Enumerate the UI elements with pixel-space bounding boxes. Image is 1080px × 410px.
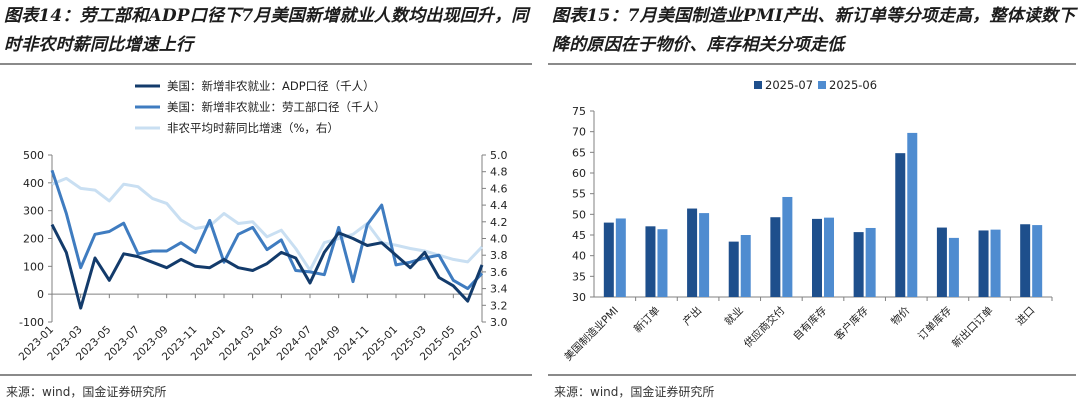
category-label: 供应商交付	[741, 304, 787, 350]
left-y-tick-label: 200	[23, 233, 44, 246]
y-tick-label: 60	[572, 167, 586, 180]
bar-2025-06	[699, 213, 710, 297]
bar-2025-07	[687, 208, 698, 297]
left-y-tick-label: 400	[23, 177, 44, 190]
right-chart-title: 图表15：7月美国制造业PMI产出、新订单等分项走高，整体读数下降的原因在于物价…	[552, 6, 1076, 55]
y-tick-label: 65	[572, 146, 586, 159]
category-label: 客户库存	[832, 304, 871, 343]
left-source-rule	[0, 374, 532, 376]
left-title-rule	[0, 63, 532, 65]
bar-2025-06	[948, 237, 959, 297]
right-y-tick-label: 5.0	[490, 149, 508, 162]
category-label: 新出口订单	[949, 304, 995, 350]
bar-2025-06	[782, 196, 793, 297]
right-source-text: 来源：wind，国金证券研究所	[554, 385, 715, 399]
category-label: 就业	[722, 304, 746, 328]
bar-2025-06	[615, 218, 626, 297]
left-y-tick-label: 500	[23, 149, 44, 162]
right-title-rule	[548, 63, 1076, 65]
right-y-tick-label: 4.4	[490, 199, 508, 212]
bar-2025-07	[853, 232, 864, 297]
left-y-tick-label: 300	[23, 205, 44, 218]
series-line-bls	[50, 169, 484, 291]
bar-2025-07	[895, 153, 906, 297]
y-tick-label: 50	[572, 208, 586, 221]
bar-2025-06	[824, 217, 834, 297]
category-label: 新订单	[631, 304, 662, 335]
bar-2025-07	[1020, 224, 1031, 297]
right-bar-chart: 30 35 40 45 50 55 60 65 70 75 美国制造业PMI 新订单 产出 就业供应商交付…	[562, 78, 1053, 363]
bar-2025-06	[657, 229, 668, 297]
legend-label: 非农平均时薪同比增速（%，右）	[167, 121, 339, 135]
right-y-tick-label: 3.4	[490, 283, 508, 296]
right-y-tick-label: 3.2	[490, 299, 508, 312]
legend-label: 2025-06	[829, 78, 877, 92]
y-tick-label: 70	[572, 126, 586, 139]
bar-2025-07	[978, 230, 989, 297]
bar-2025-07	[603, 222, 614, 297]
right-y-tick-label: 3.0	[490, 316, 508, 329]
legend-swatch	[818, 81, 826, 89]
right-source-rule	[548, 374, 1076, 376]
series-line-wage-growth	[51, 176, 484, 272]
left-source-text: 来源：wind，国金证券研究所	[6, 385, 167, 399]
legend-label: 美国：新增非农就业：ADP口径（千人）	[167, 79, 375, 93]
category-label: 进口	[1014, 305, 1037, 328]
bar-2025-06	[865, 227, 876, 297]
right-y-tick-label: 4.8	[490, 166, 508, 179]
right-panel: 图表15：7月美国制造业PMI产出、新订单等分项走高，整体读数下降的原因在于物价…	[548, 0, 1080, 410]
bar-2025-07	[812, 218, 822, 297]
y-tick-label: 45	[572, 229, 586, 242]
category-label: 物价	[888, 304, 912, 328]
y-tick-label: 55	[572, 188, 586, 201]
y-tick-label: 35	[572, 270, 586, 283]
right-y-tick-label: 3.6	[490, 266, 508, 279]
bar-2025-07	[645, 226, 656, 297]
left-panel: 图表14：劳工部和ADP口径下7月美国新增就业人数均出现回升，同时非农时薪同比增…	[0, 6, 532, 399]
left-y-tick-label: 0	[37, 288, 44, 301]
legend-swatch	[754, 81, 762, 89]
bar-2025-06	[990, 229, 1001, 297]
series-line-adp	[50, 223, 484, 310]
y-tick-label: 30	[572, 291, 586, 304]
legend-label: 美国：新增非农就业：劳工部口径（千人）	[167, 100, 386, 114]
right-y-tick-label: 4.6	[490, 182, 508, 195]
bar-2025-07	[728, 241, 739, 297]
bar-2025-07	[936, 227, 947, 297]
left-line-chart: -100 0 100 200 300 400 500 3.0 3.2 3.4 3.6 3.8 4.0 4.…	[17, 79, 508, 363]
bar-2025-06	[907, 132, 918, 297]
right-y-tick-label: 3.8	[490, 249, 508, 262]
right-y-tick-label: 4.2	[490, 216, 508, 229]
category-label: 产出	[680, 304, 704, 328]
y-tick-label: 75	[572, 105, 586, 118]
y-tick-label: 40	[572, 250, 586, 263]
category-label: 订单库存	[915, 304, 954, 343]
right-y-tick-label: 4.0	[490, 233, 508, 246]
category-label: 美国制造业PMI	[562, 304, 621, 363]
bar-2025-06	[1032, 225, 1043, 297]
category-label: 自有库存	[790, 304, 829, 343]
left-y-tick-label: 100	[23, 260, 44, 273]
left-chart-title: 图表14：劳工部和ADP口径下7月美国新增就业人数均出现回升，同时非农时薪同比增…	[4, 6, 529, 55]
bar-2025-06	[740, 235, 751, 297]
legend-label: 2025-07	[765, 78, 813, 92]
left-y-tick-label: -100	[19, 316, 44, 329]
bar-2025-07	[770, 217, 781, 297]
